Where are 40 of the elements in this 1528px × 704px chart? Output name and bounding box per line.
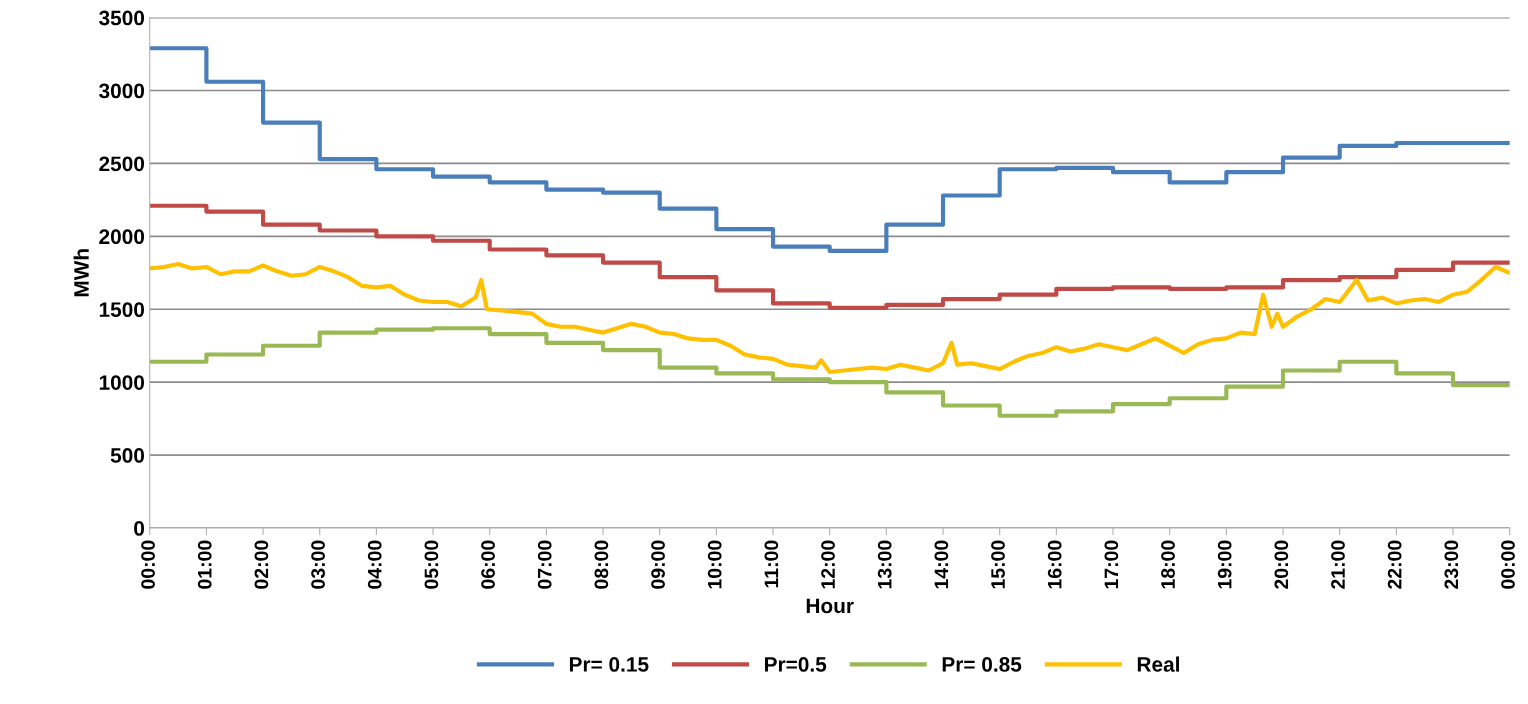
x-tick-label: 07:00	[537, 540, 552, 589]
y-tick-label: 1500	[99, 302, 145, 318]
x-tick-label: 15:00	[991, 540, 1005, 589]
y-tick-label: 2500	[99, 156, 145, 172]
x-tick-label: 08:00	[594, 540, 609, 589]
x-tick-label: 13:00	[877, 540, 892, 589]
x-tick-label: 10:00	[707, 540, 722, 589]
x-tick-label: 20:00	[1274, 540, 1289, 589]
x-tick-label: 00:00	[1501, 540, 1515, 589]
x-tick-label: 06:00	[481, 540, 495, 589]
y-tick-label: 3500	[99, 10, 145, 26]
x-tick-label: 17:00	[1104, 540, 1119, 589]
y-tick-label: 2000	[99, 229, 145, 245]
x-tick-label: 05:00	[424, 540, 439, 589]
legend-label: Pr= 0.85	[942, 657, 1022, 672]
x-tick-label: 09:00	[651, 540, 665, 589]
y-axis-title: MWh	[73, 249, 89, 297]
y-tick-label: 500	[110, 448, 145, 463]
x-tick-label: 04:00	[367, 540, 382, 589]
x-axis-title: Hour	[806, 598, 854, 614]
x-tick-label: 14:00	[934, 540, 949, 589]
x-tick-label: 22:00	[1387, 540, 1402, 589]
y-tick-label: 1000	[99, 375, 145, 390]
y-tick-label: 3000	[99, 83, 145, 99]
x-tick-label: 21:00	[1331, 540, 1345, 589]
line-series	[149, 261, 1510, 375]
x-tick-label: 00:00	[141, 540, 155, 589]
legend-label: Real	[1137, 656, 1179, 672]
x-tick-label: 19:00	[1217, 540, 1232, 589]
x-tick-label: 18:00	[1161, 540, 1175, 589]
x-tick-label: 03:00	[311, 540, 325, 589]
x-tick-label: 02:00	[254, 540, 269, 589]
x-tick-label: 16:00	[1047, 540, 1062, 589]
x-tick-label: 11:00	[764, 540, 779, 588]
legend-label: Pr=0.5	[765, 657, 827, 672]
y-tick-label: 0	[134, 521, 145, 536]
x-tick-label: 01:00	[197, 540, 212, 589]
x-tick-label: 12:00	[821, 540, 835, 589]
legend-label: Pr= 0.15	[569, 657, 649, 672]
x-tick-label: 23:00	[1444, 540, 1459, 589]
